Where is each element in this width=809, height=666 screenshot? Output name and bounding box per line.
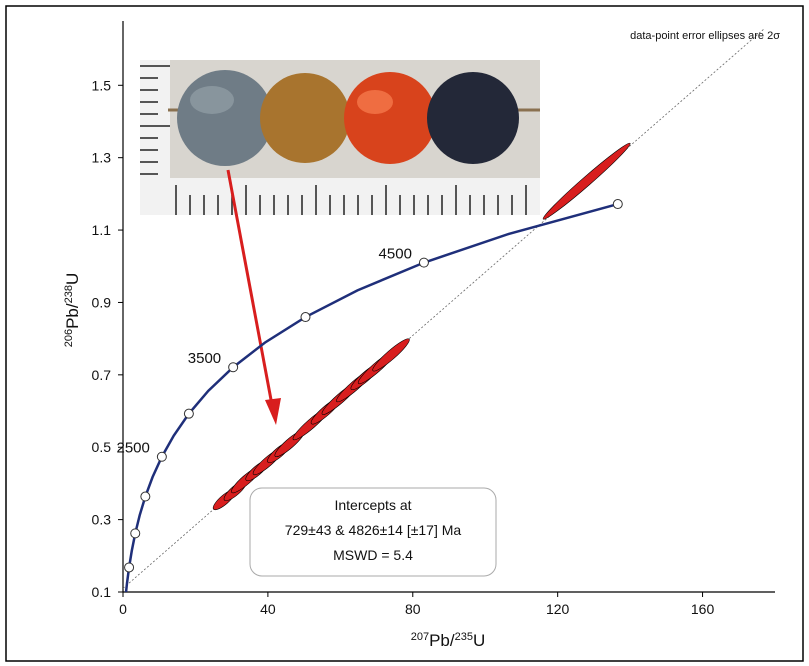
age-marker bbox=[183, 408, 194, 419]
error-ellipse bbox=[542, 142, 631, 220]
y-tick-label: 1.5 bbox=[92, 77, 112, 93]
age-marker bbox=[156, 451, 167, 462]
y-tick-label: 0.1 bbox=[92, 584, 112, 600]
y-tick-label: 0.3 bbox=[92, 512, 112, 528]
age-marker bbox=[130, 528, 141, 539]
x-tick-label: 160 bbox=[691, 601, 715, 617]
arrow-head bbox=[265, 398, 281, 425]
y-tick-label: 0.9 bbox=[92, 294, 112, 310]
figure-border bbox=[5, 5, 804, 662]
x-tick-label: 40 bbox=[260, 601, 276, 617]
annotation-box bbox=[249, 487, 497, 577]
x-tick-label: 80 bbox=[405, 601, 421, 617]
y-tick-label: 1.3 bbox=[92, 150, 112, 166]
age-marker bbox=[124, 562, 135, 573]
age-marker bbox=[300, 312, 311, 323]
note: data-point error ellipses are 2σ bbox=[630, 30, 780, 42]
age-label: 2500 bbox=[116, 440, 149, 457]
y-tick-label: 1.1 bbox=[92, 222, 112, 238]
y-tick-label: 0.5 bbox=[92, 439, 112, 455]
x-tick-label: 0 bbox=[119, 601, 127, 617]
inset-photo bbox=[140, 60, 540, 215]
x-tick-label: 120 bbox=[546, 601, 570, 617]
age-marker bbox=[228, 362, 239, 373]
age-marker bbox=[612, 199, 623, 210]
annotation-line: MSWD = 5.4 bbox=[333, 547, 413, 563]
age-label: 3500 bbox=[188, 350, 221, 367]
age-label: 4500 bbox=[379, 246, 412, 263]
error-ellipse bbox=[372, 338, 410, 372]
y-tick-label: 0.7 bbox=[92, 367, 112, 383]
annotation-line: 729±43 & 4826±14 [±17] Ma bbox=[285, 522, 462, 538]
y-axis-label: 206Pb/238U bbox=[63, 273, 82, 348]
annotation-line: Intercepts at bbox=[334, 497, 411, 513]
age-marker bbox=[418, 257, 429, 268]
age-marker bbox=[140, 491, 151, 502]
arrow-shaft bbox=[226, 169, 274, 406]
x-axis-label: 207Pb/235U bbox=[411, 631, 486, 650]
